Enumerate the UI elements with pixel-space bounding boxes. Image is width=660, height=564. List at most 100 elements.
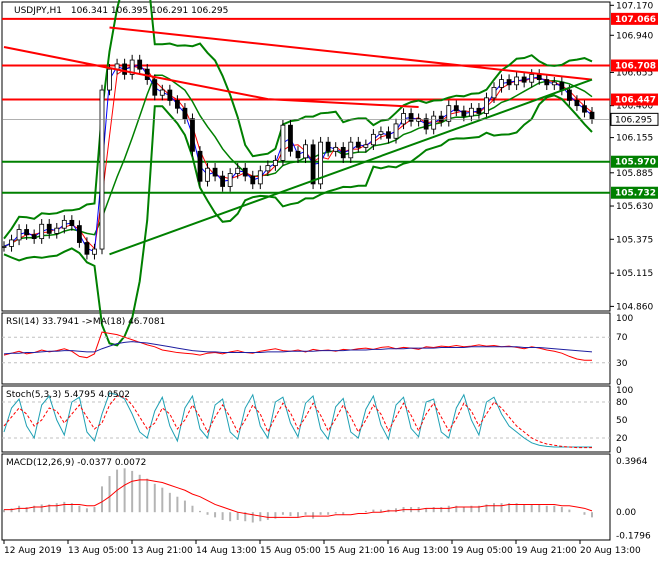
indicator-tick-label: -0.1796 [616, 531, 651, 541]
candle-body [551, 81, 557, 86]
bollinger-lower-line [3, 94, 593, 347]
candle-body [468, 107, 474, 117]
candle-body [453, 105, 459, 112]
candle-body [16, 229, 22, 241]
level-tag-box [611, 93, 658, 106]
candle-body [536, 73, 542, 80]
price-tick-label: 106.400 [616, 102, 653, 112]
trendline [3, 46, 419, 108]
level-tag-label: 105.732 [615, 189, 656, 199]
level-tag: 105.970 [611, 155, 658, 168]
candle-body [31, 234, 37, 240]
level-tag-box [611, 186, 658, 199]
ohlc-values: 106.341 106.395 106.291 106.295 [71, 6, 228, 16]
level-tag-label: 105.970 [615, 158, 656, 168]
candle-body [325, 141, 331, 152]
price-tick-label: 107.170 [616, 1, 653, 11]
candle-body [174, 100, 180, 109]
macd-label: MACD(12,26,9) -0.0377 0.0072 [6, 458, 146, 468]
time-tick-label: 13 Aug 21:00 [132, 546, 193, 556]
candle-body [363, 144, 369, 148]
time-tick-label: 12 Aug 2019 [4, 546, 62, 556]
candle-body [393, 123, 399, 139]
candle-body [499, 79, 504, 88]
level-tag: 106.708 [611, 59, 658, 72]
macd-signal-line [4, 479, 593, 518]
level-tag: 107.066 [611, 12, 658, 25]
candle-body [24, 229, 30, 236]
candle-body [431, 115, 437, 130]
candle-body [589, 111, 595, 120]
candle-body [416, 118, 422, 122]
candle-body [408, 113, 414, 122]
level-tag-label: 106.708 [615, 62, 656, 72]
level-tag-box [611, 59, 658, 72]
indicator-tick-label: 0.3964 [616, 457, 648, 467]
candle-body [272, 160, 278, 167]
candle-body [574, 100, 580, 107]
indicator-tick-label: 20 [616, 434, 628, 444]
stoch-panel: 100 80 50 20 0 [2, 386, 633, 456]
candle-body [159, 89, 165, 96]
candle-body [227, 173, 233, 187]
stoch-label: Stoch(5,3,3) 5.4795 4.0502 [6, 390, 130, 400]
candle-body [242, 167, 248, 177]
candle-body [491, 87, 497, 99]
time-tick-label: 14 Aug 13:00 [196, 546, 257, 556]
candle-body [295, 150, 301, 159]
candle-body [1, 246, 7, 248]
indicator-tick-label: 0.00 [616, 508, 636, 518]
rsi-label: RSI(14) 33.7941 ->MA(18) 46.7081 [6, 317, 165, 327]
current-price-label: 106.295 [615, 115, 652, 125]
macd-panel-frame [1, 453, 611, 541]
indicator-tick-label: 100 [616, 314, 633, 324]
candle-body [137, 59, 143, 70]
candle-body [107, 68, 112, 91]
level-tag-label: 107.066 [615, 15, 656, 25]
candle-body [122, 63, 128, 75]
level-tag: 105.732 [611, 186, 658, 199]
candle-body [566, 89, 572, 101]
candle-body [506, 79, 512, 86]
level-tag-label: 106.447 [615, 96, 656, 106]
candle-body [544, 79, 550, 86]
price-tick-label: 105.885 [616, 169, 653, 179]
candle-body [386, 131, 391, 139]
candle-body [190, 118, 195, 152]
candle-body [280, 124, 286, 161]
candle-body [438, 115, 444, 122]
price-tick-label: 106.155 [616, 134, 653, 144]
time-tick-label: 13 Aug 05:00 [68, 546, 129, 556]
candle-body [54, 227, 60, 234]
candle-body [446, 105, 452, 122]
candle-body [476, 107, 482, 114]
time-tick-label: 15 Aug 21:00 [324, 546, 385, 556]
candle-body [521, 76, 527, 83]
candle-body [559, 81, 565, 91]
candle-body [355, 141, 361, 148]
rsi-line [3, 331, 592, 361]
candle-body [265, 165, 271, 172]
indicator-tick-label: 0 [616, 378, 622, 388]
stoch-signal-line [3, 395, 592, 449]
candle-body [529, 73, 535, 83]
candle-body [212, 167, 218, 177]
candle-body [401, 113, 406, 125]
candle-body [84, 242, 90, 255]
time-tick-label: 19 Aug 05:00 [452, 546, 513, 556]
candle-body [46, 223, 52, 234]
candle-body [167, 89, 173, 101]
price-tick-label: 106.655 [616, 68, 653, 78]
level-tag-box [611, 12, 658, 25]
candle-body [197, 150, 203, 182]
price-tick-label: 106.940 [616, 31, 653, 41]
trendline [109, 26, 593, 81]
rsi-ma-line [3, 341, 593, 355]
indicator-tick-label: 30 [616, 359, 628, 369]
price-tick-label: 105.630 [616, 202, 653, 212]
candle-body [61, 219, 67, 229]
candle-body [484, 97, 489, 114]
time-tick-label: 16 Aug 13:00 [388, 546, 449, 556]
candle-body [182, 107, 188, 120]
